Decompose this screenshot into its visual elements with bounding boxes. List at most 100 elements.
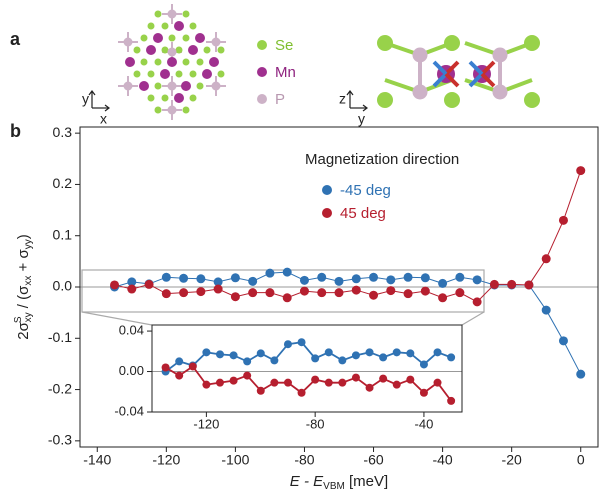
se-atom [176, 71, 183, 78]
data-point [393, 381, 401, 389]
y-tick-label: 0.0 [53, 278, 73, 294]
se-atom [134, 71, 141, 78]
data-point [438, 279, 447, 288]
data-point [369, 291, 378, 300]
se-atom [377, 92, 393, 108]
se-atom [155, 83, 162, 90]
label-part: [meV] [345, 473, 388, 490]
data-point [325, 348, 333, 356]
panel-label: b [10, 121, 21, 141]
y-tick-label: 0.2 [53, 175, 73, 191]
data-point [230, 351, 238, 359]
p-atom [124, 82, 133, 91]
p-atom [212, 82, 221, 91]
figure: a b Se Mn P y x z y -0.3-0.2-0.10.00.10.… [0, 0, 603, 495]
data-point [216, 379, 224, 387]
mn-atom [139, 81, 149, 91]
data-point [311, 354, 319, 362]
x-tick-label: -40 [432, 452, 452, 468]
p-atom [168, 10, 177, 19]
data-point [393, 348, 401, 356]
data-point [473, 297, 482, 306]
se-atom [444, 92, 460, 108]
se-atom [183, 59, 190, 66]
legend-label: -45 deg [340, 182, 391, 199]
se-atom [148, 71, 155, 78]
data-point [162, 363, 170, 371]
p-atom [413, 48, 428, 63]
p-atom [493, 85, 508, 100]
data-point [379, 353, 387, 361]
x-tick-label: -80 [294, 452, 314, 468]
data-point [352, 274, 361, 283]
data-point [352, 351, 360, 359]
y-tick-label: 0.00 [119, 363, 144, 378]
data-point [386, 275, 395, 284]
se-atom [444, 35, 460, 51]
data-point [421, 287, 430, 296]
se-atom [183, 11, 190, 18]
data-point [196, 274, 205, 283]
data-point [145, 280, 154, 289]
data-point [420, 360, 428, 368]
data-point [369, 273, 378, 282]
se-atom [218, 47, 225, 54]
data-point [196, 287, 205, 296]
data-point [447, 397, 455, 405]
data-point [189, 362, 197, 370]
data-point [576, 166, 585, 175]
axis-icon-label: y [358, 111, 365, 127]
label-part: + σ [15, 249, 32, 276]
se-atom [197, 83, 204, 90]
data-point [284, 379, 292, 387]
p-atom [168, 106, 177, 115]
mn-atom [209, 57, 219, 67]
se-atom [524, 92, 540, 108]
data-point [248, 277, 257, 286]
se-atom [176, 47, 183, 54]
data-point [300, 276, 309, 285]
axis-icon-label: z [339, 91, 346, 107]
data-point [406, 376, 414, 384]
data-point [214, 285, 223, 294]
data-point [542, 254, 551, 263]
data-point [366, 384, 374, 392]
mn-atom [174, 21, 184, 31]
x-tick-label: -40 [415, 416, 434, 431]
data-point [283, 293, 292, 302]
data-point [127, 285, 136, 294]
data-point [243, 357, 251, 365]
y-label: 2σSxy / (σxx + σyy) [13, 234, 34, 339]
legend-label: Mn [275, 64, 296, 81]
data-point [317, 273, 326, 282]
subscript: VBM [323, 481, 345, 492]
data-point [524, 280, 533, 289]
se-atom [155, 59, 162, 66]
data-point [311, 376, 319, 384]
data-point [404, 289, 413, 298]
data-point [335, 277, 344, 286]
data-point [175, 372, 183, 380]
data-point [110, 280, 119, 289]
data-point [257, 349, 265, 357]
data-point [216, 350, 224, 358]
y-tick-label: -0.3 [48, 432, 72, 448]
data-point [231, 273, 240, 282]
zoom-connector [462, 312, 484, 325]
data-point [179, 288, 188, 297]
p-atom [124, 38, 133, 47]
data-point [352, 286, 361, 295]
data-point [243, 372, 251, 380]
data-point [265, 269, 274, 278]
y-tick-label: -0.2 [48, 380, 72, 396]
mn-atom [146, 45, 156, 55]
subscript: xy [23, 312, 34, 322]
data-point [298, 338, 306, 346]
subscript: yy [23, 239, 34, 249]
data-point [379, 375, 387, 383]
se-atom [190, 23, 197, 30]
p-atom [168, 82, 177, 91]
legend-marker [257, 67, 267, 77]
data-point [404, 273, 413, 282]
data-point [338, 356, 346, 364]
